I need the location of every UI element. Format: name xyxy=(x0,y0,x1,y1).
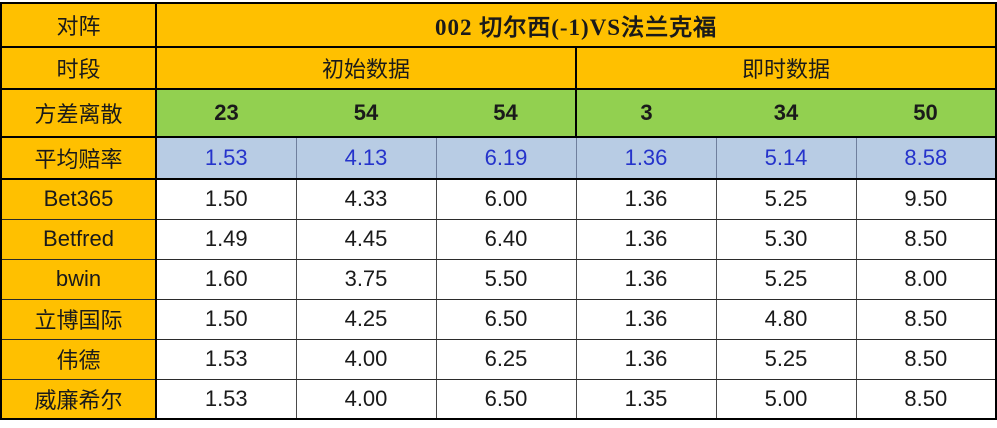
average-odds-cell: 4.13 xyxy=(295,137,436,180)
odds-cell: 1.50 xyxy=(155,179,296,220)
bookmaker-row: bwin 1.60 3.75 5.50 1.36 5.25 8.00 xyxy=(1,259,997,300)
average-odds-cell: 5.14 xyxy=(715,137,856,180)
match-row: 对阵 002 切尔西(-1)VS法兰克福 xyxy=(1,3,997,48)
bookmaker-name: bwin xyxy=(1,259,157,300)
odds-cell: 6.25 xyxy=(435,339,576,380)
bookmaker-row: Betfred 1.49 4.45 6.40 1.36 5.30 8.50 xyxy=(1,219,997,260)
odds-cell: 8.50 xyxy=(855,339,997,380)
odds-cell: 1.35 xyxy=(575,379,716,420)
odds-cell: 4.00 xyxy=(295,379,436,420)
average-odds-cell: 6.19 xyxy=(435,137,576,180)
period-row: 时段 初始数据 即时数据 xyxy=(1,47,997,90)
bookmaker-row: 威廉希尔 1.53 4.00 6.50 1.35 5.00 8.50 xyxy=(1,379,997,420)
period-row-label: 时段 xyxy=(1,47,157,90)
odds-cell: 6.50 xyxy=(435,379,576,420)
odds-cell: 1.49 xyxy=(155,219,296,260)
average-odds-cell: 8.58 xyxy=(855,137,997,180)
variance-row: 方差离散 23 54 54 3 34 50 xyxy=(1,89,997,138)
odds-cell: 1.50 xyxy=(155,299,296,340)
odds-cell: 1.36 xyxy=(575,219,716,260)
odds-cell: 5.25 xyxy=(715,179,856,220)
match-title: 002 切尔西(-1)VS法兰克福 xyxy=(156,3,997,48)
odds-cell: 8.50 xyxy=(855,299,997,340)
variance-row-label: 方差离散 xyxy=(1,89,157,138)
odds-cell: 8.50 xyxy=(855,379,997,420)
odds-cell: 1.36 xyxy=(575,339,716,380)
odds-cell: 4.33 xyxy=(295,179,436,220)
odds-cell: 1.36 xyxy=(575,259,716,300)
average-odds-cell: 1.53 xyxy=(155,137,296,180)
average-odds-row: 平均赔率 1.53 4.13 6.19 1.36 5.14 8.58 xyxy=(1,137,997,180)
odds-cell: 1.53 xyxy=(155,339,296,380)
variance-cell: 54 xyxy=(296,89,436,138)
average-odds-cell: 1.36 xyxy=(575,137,716,180)
odds-cell: 6.40 xyxy=(435,219,576,260)
odds-cell: 5.00 xyxy=(715,379,856,420)
initial-data-group-header: 初始数据 xyxy=(156,47,576,90)
odds-cell: 5.25 xyxy=(715,259,856,300)
odds-cell: 6.00 xyxy=(435,179,576,220)
live-data-group-header: 即时数据 xyxy=(574,47,997,90)
variance-cell: 50 xyxy=(856,89,997,138)
variance-cell: 3 xyxy=(575,89,716,138)
odds-cell: 5.25 xyxy=(715,339,856,380)
odds-cell: 4.00 xyxy=(295,339,436,380)
odds-cell: 6.50 xyxy=(435,299,576,340)
average-odds-row-label: 平均赔率 xyxy=(1,137,157,180)
odds-cell: 9.50 xyxy=(855,179,997,220)
bookmaker-row: 立博国际 1.50 4.25 6.50 1.36 4.80 8.50 xyxy=(1,299,997,340)
bookmaker-name: Bet365 xyxy=(1,179,157,220)
odds-cell: 4.25 xyxy=(295,299,436,340)
bookmaker-name: Betfred xyxy=(1,219,157,260)
odds-cell: 1.60 xyxy=(155,259,296,300)
odds-cell: 5.30 xyxy=(715,219,856,260)
odds-cell: 8.00 xyxy=(855,259,997,300)
match-row-label: 对阵 xyxy=(1,3,157,48)
bookmaker-row: 伟德 1.53 4.00 6.25 1.36 5.25 8.50 xyxy=(1,339,997,380)
bookmaker-name: 威廉希尔 xyxy=(1,379,157,420)
odds-cell: 1.36 xyxy=(575,299,716,340)
bookmaker-row: Bet365 1.50 4.33 6.00 1.36 5.25 9.50 xyxy=(1,179,997,220)
odds-cell: 1.53 xyxy=(155,379,296,420)
odds-cell: 8.50 xyxy=(855,219,997,260)
odds-cell: 3.75 xyxy=(295,259,436,300)
variance-cell: 54 xyxy=(436,89,576,138)
variance-cell: 34 xyxy=(716,89,856,138)
odds-table: 对阵 002 切尔西(-1)VS法兰克福 时段 初始数据 即时数据 方差离散 2… xyxy=(0,2,997,420)
variance-cell: 23 xyxy=(156,89,296,138)
bookmaker-name: 伟德 xyxy=(1,339,157,380)
bookmaker-name: 立博国际 xyxy=(1,299,157,340)
odds-cell: 1.36 xyxy=(575,179,716,220)
odds-cell: 4.80 xyxy=(715,299,856,340)
odds-cell: 5.50 xyxy=(435,259,576,300)
odds-cell: 4.45 xyxy=(295,219,436,260)
